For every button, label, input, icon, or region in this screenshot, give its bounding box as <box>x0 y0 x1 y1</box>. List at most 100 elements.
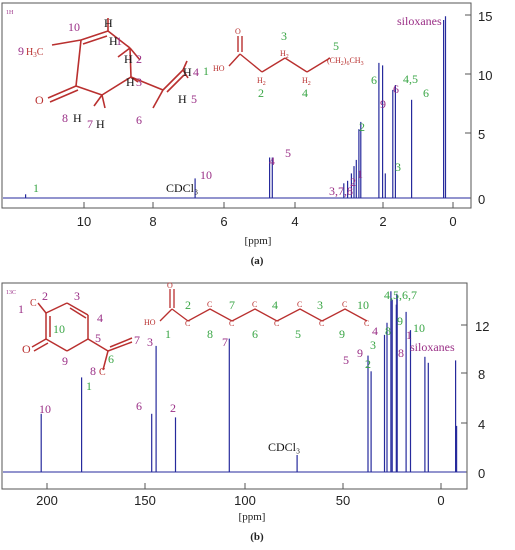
panel-b-x-axis <box>46 483 442 489</box>
peak-label-b-4567: 4,5,6,7 <box>384 288 417 302</box>
panel-a-frame <box>1 2 472 209</box>
acid-chain-ch2: (CH2)6CH3 <box>327 56 364 67</box>
peak-label-b-1: 1 <box>406 328 412 342</box>
c13-acid-c5: C <box>274 319 279 328</box>
acid-h2-c: H2 <box>302 76 311 87</box>
c13-acid-label-9: 9 <box>339 327 345 341</box>
carvone-o: O <box>35 93 44 107</box>
c13-carvone-label-7: 7 <box>134 333 140 347</box>
carvone-label-7: 7 <box>87 117 93 131</box>
peak-label-b-4: 4 <box>372 324 378 338</box>
peak-label-a-5: 5 <box>285 146 291 160</box>
panel-a-xtick-2: 2 <box>379 214 386 229</box>
carvone-h1: H <box>109 34 118 48</box>
carvone-label-6: 6 <box>136 113 142 127</box>
c13-acid-label-2: 2 <box>185 298 191 312</box>
peak-label-b-2g: 2 <box>365 357 371 371</box>
panel-b-peak-labels: 10 1 6 3 2 7 CDCl₃ 5 9 2 3 4 4,5,6,7 8 9… <box>39 288 455 454</box>
acid-label-6: 6 <box>371 73 377 87</box>
c13-acid-c4: C <box>252 300 257 309</box>
panel-a-x-axis <box>83 202 454 208</box>
peak-label-b-9g: 9 <box>397 314 403 328</box>
panel-a-xtick-10: 10 <box>77 214 91 229</box>
carvone-h2: H <box>124 52 133 66</box>
panel-b-ytick-12: 12 <box>475 319 489 334</box>
c13-acid-c1: C <box>185 319 190 328</box>
panel-a-xtick-8: 8 <box>149 214 156 229</box>
c13-carvone-label-10: 10 <box>53 322 65 336</box>
c13-acid-label-8: 8 <box>207 327 213 341</box>
acid-label-4: 4 <box>302 86 308 100</box>
peak-label-a-6b: 6 <box>423 86 429 100</box>
peak-label-a-2a: 2 <box>350 175 356 189</box>
peak-label-b-cdcl3: CDCl₃ <box>268 440 300 454</box>
panel-a-xlabel: [ppm] <box>245 235 272 247</box>
panel-b-xtick-100: 100 <box>234 493 256 508</box>
peak-label-a-4: 4 <box>269 154 275 168</box>
acid-label-3: 3 <box>281 29 287 43</box>
panel-a-xtick-0: 0 <box>449 214 456 229</box>
acid-labels: O HO H2 H2 H2 (CH2)6CH3 1 2 3 4 5 6 <box>203 27 377 100</box>
panel-b-xtick-50: 50 <box>336 493 350 508</box>
peak-label-b-8g: 8 <box>385 324 391 338</box>
acid-label-1: 1 <box>203 64 209 78</box>
panel-b-y-axis <box>461 324 467 473</box>
peak-label-b-5: 5 <box>343 353 349 367</box>
panel-a-ytick-5: 5 <box>478 127 485 142</box>
peak-label-b-9: 9 <box>357 346 363 360</box>
panel-b-nucleus-label: 13C <box>6 290 16 296</box>
panel-b-ytick-0: 0 <box>478 466 485 481</box>
panel-a-1h-nmr: 0 5 10 15 10 8 6 4 2 0 [ppm] (a) 1H <box>1 2 492 267</box>
c13-acid-label-5: 5 <box>295 327 301 341</box>
c13-acid-c6: C <box>297 300 302 309</box>
acid-structure <box>228 36 331 73</box>
acid-label-2: 2 <box>258 86 264 100</box>
acid-h2-b: H2 <box>280 49 289 60</box>
c13-carvone-label-1: 1 <box>18 302 24 316</box>
c13-acid-label-6: 6 <box>252 327 258 341</box>
peak-label-a-6a: 6 <box>393 82 399 96</box>
acid-label-5: 5 <box>333 39 339 53</box>
carvone-13c-labels: 1 C 2 3 4 5 10 O 9 6 7 8 C <box>18 289 140 378</box>
c13-carvone-label-4: 4 <box>97 311 103 325</box>
panel-b-caption: (b) <box>250 531 264 543</box>
c13-acid-label-7: 7 <box>229 298 235 312</box>
c13-acid-c2: C <box>207 300 212 309</box>
c13-carvone-c-isopropenyl: C <box>99 367 106 378</box>
carvone-label-9: 9 <box>18 44 24 58</box>
carvone-h3-9: H3C <box>26 47 44 59</box>
c13-carvone-label-5: 5 <box>95 331 101 345</box>
panel-b-ytick-8: 8 <box>478 367 485 382</box>
c13-carvone-label-9: 9 <box>62 354 68 368</box>
panel-b-xtick-0: 0 <box>437 493 444 508</box>
carvone-13c-structure <box>31 302 133 371</box>
carvone-h3: H <box>126 75 135 89</box>
acid-13c-labels: O HO C C C C C C C C C 1 2 8 7 6 4 5 3 9… <box>144 281 369 341</box>
peak-label-a-1b: 1 <box>357 167 363 181</box>
c13-acid-c7: C <box>319 319 324 328</box>
peak-label-a-2b: 2 <box>359 120 365 134</box>
peak-label-a-378: 3,7,8 <box>329 184 353 198</box>
carvone-label-2: 2 <box>136 52 142 66</box>
peak-label-a-45: 4,5 <box>403 72 418 86</box>
peak-label-a-cdcl3: CDCl₃ <box>166 181 198 195</box>
panel-a-ytick-0: 0 <box>478 192 485 207</box>
c13-acid-c9: C <box>364 319 369 328</box>
panel-b-frame <box>1 282 468 490</box>
peak-label-b-6: 6 <box>136 399 142 413</box>
carvone-structure <box>47 18 189 109</box>
peak-label-a-3: 3 <box>395 160 401 174</box>
panel-b-xtick-150: 150 <box>134 493 156 508</box>
carvone-h8: H <box>73 111 82 125</box>
carvone-label-8: 8 <box>62 111 68 125</box>
acid-ho: HO <box>213 64 225 73</box>
carvone-label-4: 4 <box>193 65 199 79</box>
acid-h2-a: H2 <box>257 76 266 87</box>
panel-b-ytick-4: 4 <box>478 417 485 432</box>
c13-acid-ho: HO <box>144 318 156 327</box>
c13-acid-label-1: 1 <box>165 327 171 341</box>
c13-carvone-c-methyl: C <box>30 298 37 309</box>
peak-label-b-10g: 10 <box>413 321 425 335</box>
acid-o: O <box>235 27 241 36</box>
c13-carvone-label-8: 8 <box>90 364 96 378</box>
